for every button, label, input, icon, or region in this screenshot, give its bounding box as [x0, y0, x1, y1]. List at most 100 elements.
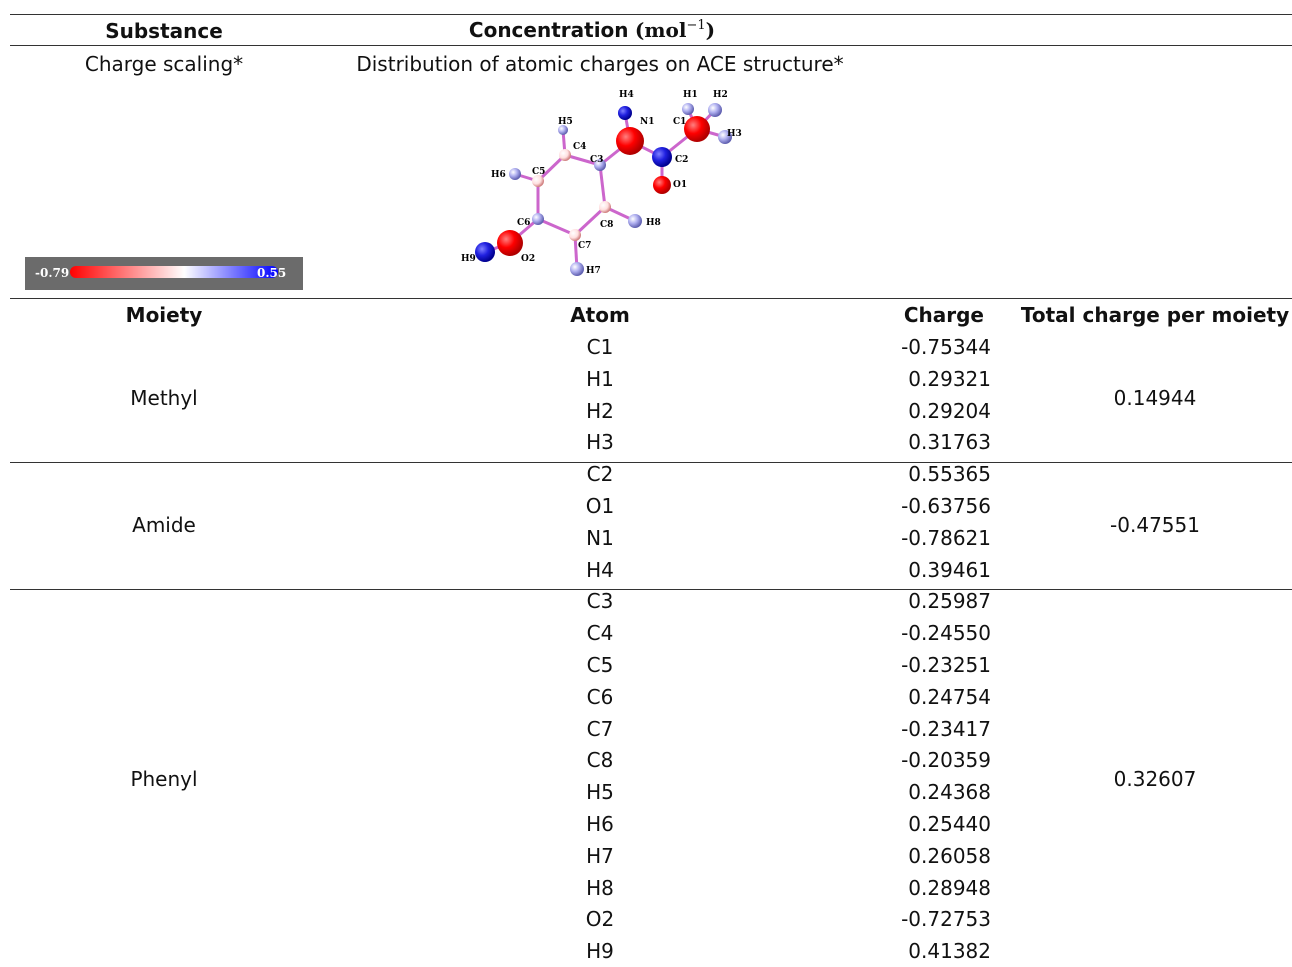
ace-molecule-structure: H4 N1 H1 H2 C1 H3 H5 C4 C3 C2 O1 H6 C5 C…: [461, 90, 742, 276]
atom-cell: O1: [585, 494, 615, 518]
atom-c3: [594, 159, 606, 171]
concentration-unit: (mol−1): [634, 18, 716, 42]
label-o1: O1: [673, 180, 687, 190]
charge-cell: -0.20359: [901, 748, 991, 773]
label-c4: C4: [573, 142, 586, 152]
atom-c2: [652, 147, 672, 167]
atom-cell: C7: [586, 716, 614, 741]
charge-cell: 0.26058: [908, 843, 991, 868]
atom-cell: C5: [586, 653, 614, 677]
charge-cell: -0.72753: [901, 907, 991, 932]
label-c1: C1: [673, 117, 686, 127]
atom-c5: [532, 175, 544, 187]
atom-cell: H7: [586, 843, 614, 868]
header-rule: [10, 45, 1292, 46]
concentration-header: Concentration (mol−1): [469, 17, 715, 43]
label-c8: C8: [600, 220, 613, 230]
charge-cell: 0.28948: [908, 875, 991, 900]
atom-h8: [628, 214, 642, 228]
label-h2: H2: [713, 90, 728, 100]
charge-cell: -0.23251: [901, 653, 991, 677]
atom-h9: [475, 242, 495, 262]
total-column-header: Total charge per moiety: [1020, 303, 1290, 327]
total-charge-cell: 0.14944: [1113, 385, 1197, 410]
atom-cell: C3: [586, 589, 614, 614]
atom-c1: [684, 116, 710, 142]
charge-cell: 0.55365: [908, 462, 991, 487]
label-h5: H5: [558, 117, 573, 127]
label-h8: H8: [646, 218, 661, 228]
distribution-label: Distribution of atomic charges on ACE st…: [356, 52, 844, 76]
atom-labels: H4 N1 H1 H2 C1 H3 H5 C4 C3 C2 O1 H6 C5 C…: [461, 90, 742, 276]
label-h7: H7: [586, 266, 601, 276]
label-h4: H4: [619, 90, 634, 100]
charge-cell: 0.24368: [908, 780, 991, 805]
atom-c7: [569, 229, 581, 241]
atom-column-header: Atom: [570, 303, 630, 327]
label-h3: H3: [727, 129, 742, 139]
charge-cell: -0.24550: [901, 621, 991, 646]
moiety-cell: Phenyl: [130, 767, 198, 792]
charge-cell: -0.78621: [901, 525, 991, 550]
moiety-column-header: Moiety: [125, 303, 203, 327]
label-o2: O2: [521, 254, 535, 264]
atom-c4: [559, 149, 571, 161]
charge-cell: 0.39461: [908, 557, 991, 582]
atom-h2: [708, 103, 722, 117]
colorbar-min-label: -0.79: [35, 266, 70, 280]
section-rule: [10, 298, 1292, 299]
top-rule: [10, 14, 1292, 15]
charge-cell: 0.41382: [908, 939, 991, 964]
charge-cell: 0.29204: [908, 398, 991, 423]
label-c3: C3: [590, 155, 603, 165]
atom-cell: O2: [585, 907, 615, 932]
charge-colorbar: -0.79 0.55: [25, 257, 303, 290]
charge-cell: 0.25987: [908, 589, 991, 614]
atom-cell: H4: [586, 557, 614, 582]
label-c5: C5: [532, 167, 545, 177]
charge-cell: 0.25440: [908, 812, 991, 836]
atom-cell: C1: [586, 335, 614, 359]
atom-cell: H2: [586, 398, 614, 423]
atom-cell: H3: [586, 430, 614, 455]
atom-cell: N1: [586, 525, 614, 550]
atom-n1: [616, 127, 644, 155]
atom-h4: [618, 106, 632, 120]
group-divider: [10, 589, 1292, 591]
atom-spheres: [475, 103, 732, 276]
charge-cell: -0.23417: [901, 716, 991, 741]
charge-cell: 0.29321: [908, 366, 991, 391]
label-c7: C7: [578, 241, 591, 251]
charge-cell: -0.75344: [901, 335, 991, 359]
total-charge-cell: 0.32607: [1113, 767, 1197, 792]
atom-h1: [682, 103, 694, 115]
colorbar-max-label: 0.55: [257, 266, 287, 280]
atom-cell: H8: [586, 875, 614, 900]
atom-cell: C4: [586, 621, 614, 646]
atom-cell: C8: [586, 748, 614, 773]
colorbar-gradient: [70, 266, 278, 278]
atom-cell: C6: [586, 684, 614, 709]
charge-cell: 0.31763: [908, 430, 991, 455]
atom-h6: [509, 168, 521, 180]
atom-cell: C2: [586, 462, 614, 487]
atom-h5: [558, 125, 568, 135]
label-n1: N1: [640, 117, 655, 127]
moiety-cell: Methyl: [130, 385, 198, 410]
label-h9: H9: [461, 254, 476, 264]
atom-cell: H9: [586, 939, 614, 964]
charge-scaling-label: Charge scaling*: [84, 52, 244, 76]
atom-h3: [718, 130, 732, 144]
atom-h7: [570, 262, 584, 276]
atom-c8: [599, 201, 611, 213]
atom-o2: [497, 230, 523, 256]
label-h1: H1: [683, 90, 698, 100]
atom-cell: H1: [586, 366, 614, 391]
concentration-label: Concentration: [468, 18, 629, 42]
moiety-cell: Amide: [132, 512, 196, 537]
charge-cell: 0.24754: [908, 684, 991, 709]
substance-header: Substance: [105, 19, 223, 43]
total-charge-cell: -0.47551: [1110, 512, 1200, 537]
atom-cell: H5: [586, 780, 614, 805]
charge-column-header: Charge: [903, 303, 984, 327]
